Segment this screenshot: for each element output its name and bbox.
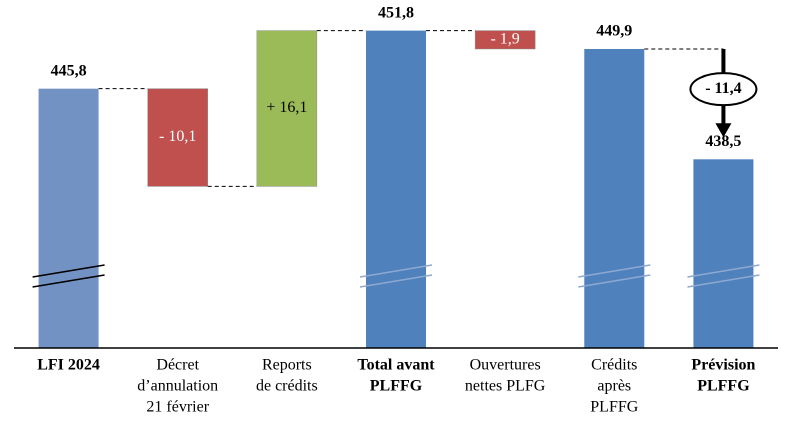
x-tick-label: Reports — [262, 357, 312, 374]
axis-break — [687, 274, 760, 288]
bar — [256, 30, 318, 187]
value-label: 445,8 — [51, 62, 87, 79]
x-tick-label: Ouvertures — [470, 357, 541, 374]
x-tick-label: de crédits — [256, 378, 318, 395]
axis-break — [578, 274, 651, 288]
x-tick-label: PLFFG — [697, 378, 750, 395]
x-tick-label: Prévision — [691, 357, 755, 374]
x-tick-label: d’annulation — [137, 378, 218, 395]
axis-break — [578, 264, 651, 278]
bar — [474, 30, 536, 50]
value-label: - 10,1 — [159, 128, 196, 145]
axis-break — [32, 274, 105, 288]
x-tick-label: Crédits — [591, 357, 637, 374]
axis-break — [359, 274, 433, 288]
value-label: - 1,9 — [490, 30, 519, 47]
x-tick-label: 21 février — [146, 399, 209, 416]
x-tick-label: LFI 2024 — [37, 357, 100, 374]
x-tick-label: Décret — [156, 357, 199, 374]
bar — [366, 30, 426, 349]
x-tick-label: Total avant — [357, 357, 435, 374]
value-label: + 16,1 — [266, 99, 307, 116]
axis-break — [687, 264, 760, 278]
bar — [584, 48, 645, 348]
bar — [693, 159, 754, 348]
arrow-head — [715, 123, 732, 138]
annotation-bubble — [689, 72, 758, 107]
x-tick-label: nettes PLFG — [465, 378, 546, 395]
annotation-label: - 11,4 — [705, 80, 741, 97]
axis-break — [359, 264, 433, 278]
x-tick-label: après — [597, 378, 631, 395]
axis-break — [32, 264, 105, 278]
x-tick-label: PLFFG — [590, 399, 638, 416]
bar — [38, 88, 99, 348]
bar — [147, 88, 208, 187]
value-label: 438,5 — [705, 133, 741, 150]
value-label: 449,9 — [596, 23, 632, 40]
value-label: 451,8 — [378, 4, 414, 21]
x-tick-label: PLFFG — [370, 378, 423, 395]
